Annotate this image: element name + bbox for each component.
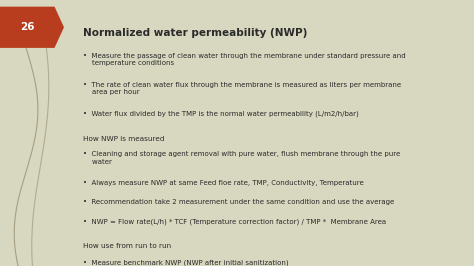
Text: •  Measure benchmark NWP (NWP after initial sanitization): • Measure benchmark NWP (NWP after initi… — [83, 259, 289, 266]
Polygon shape — [0, 7, 64, 48]
Text: •  NWP = Flow rate(L/h) * TCF (Temperature correction factor) / TMP *  Membrane : • NWP = Flow rate(L/h) * TCF (Temperatur… — [83, 218, 386, 225]
Text: •  Measure the passage of clean water through the membrane under standard pressu: • Measure the passage of clean water thr… — [83, 53, 406, 66]
Text: •  Cleaning and storage agent removal with pure water, flush membrane through th: • Cleaning and storage agent removal wit… — [83, 151, 400, 165]
Text: •  Recommendation take 2 measurement under the same condition and use the averag: • Recommendation take 2 measurement unde… — [83, 199, 394, 205]
Text: Normalized water permeability (NWP): Normalized water permeability (NWP) — [83, 28, 307, 38]
Text: •  Always measure NWP at same Feed floe rate, TMP, Conductivity, Temperature: • Always measure NWP at same Feed floe r… — [83, 180, 364, 186]
Text: •  The rate of clean water flux through the membrane is measured as liters per m: • The rate of clean water flux through t… — [83, 82, 401, 95]
Text: •  Water flux divided by the TMP is the normal water permeability (L/m2/h/bar): • Water flux divided by the TMP is the n… — [83, 111, 359, 117]
Text: How NWP is measured: How NWP is measured — [83, 136, 164, 142]
Text: 26: 26 — [20, 22, 35, 32]
Text: How use from run to run: How use from run to run — [83, 243, 171, 250]
